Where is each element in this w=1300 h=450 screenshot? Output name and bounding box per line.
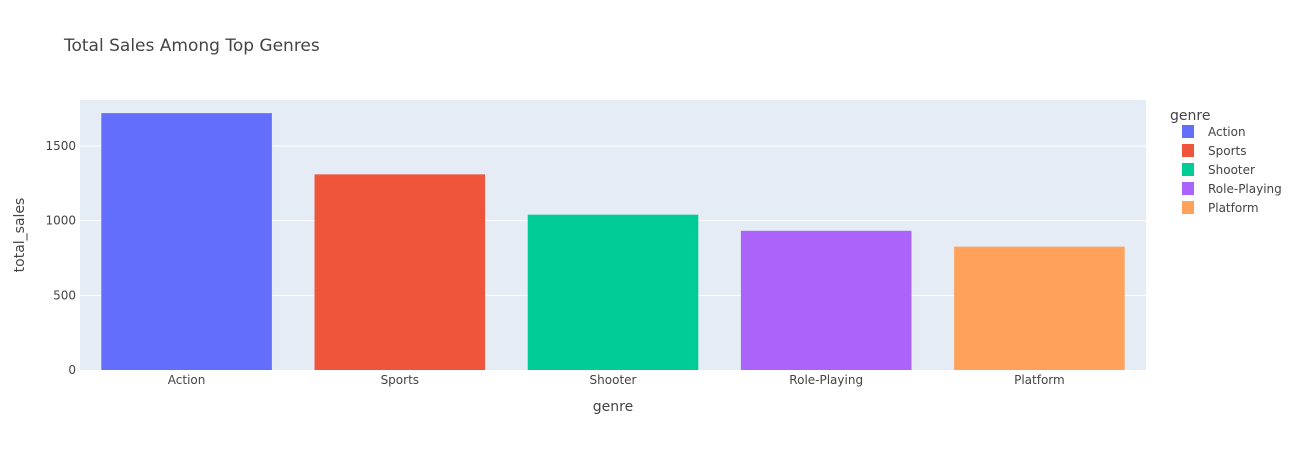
x-tick-label: Platform <box>1014 373 1065 387</box>
legend-swatch <box>1182 182 1194 195</box>
y-tick-label: 1500 <box>45 139 76 153</box>
legend-item-label: Platform <box>1208 201 1259 215</box>
bars <box>101 113 1125 370</box>
bar-role-playing <box>740 230 912 370</box>
bar-sports <box>314 174 486 370</box>
legend-swatch <box>1182 125 1194 138</box>
x-tick-label: Sports <box>381 373 419 387</box>
bar-platform <box>954 246 1125 370</box>
bar-shooter <box>527 214 699 370</box>
legend-swatch <box>1182 144 1194 157</box>
y-axis-title: total_sales <box>12 198 28 273</box>
y-tick-label: 1000 <box>45 214 76 228</box>
x-tick-label: Role-Playing <box>789 373 863 387</box>
y-axis-ticks: 0 500 1000 1500 <box>45 139 76 377</box>
chart-title: Total Sales Among Top Genres <box>63 36 320 56</box>
y-tick-label: 500 <box>53 288 76 302</box>
legend-item-label: Action <box>1208 125 1246 139</box>
x-axis-title: genre <box>593 399 633 415</box>
legend-item-label: Shooter <box>1208 163 1255 177</box>
legend-swatch <box>1182 163 1194 176</box>
x-tick-label: Shooter <box>590 373 637 387</box>
legend-swatch <box>1182 201 1194 214</box>
y-tick-label: 0 <box>68 363 76 377</box>
legend: genre Action Sports Shooter Role-Playing Pla… <box>1170 108 1282 215</box>
legend-title: genre <box>1170 108 1210 124</box>
x-axis-ticks: Action Sports Shooter Role-Playing Platform <box>168 373 1065 387</box>
x-tick-label: Action <box>168 373 206 387</box>
legend-item-label: Sports <box>1208 144 1246 158</box>
legend-item-label: Role-Playing <box>1208 182 1282 196</box>
bar-action <box>101 113 272 370</box>
